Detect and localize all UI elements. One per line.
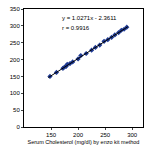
svg-text:300: 300 (10, 23, 21, 29)
svg-text:0: 0 (16, 124, 20, 130)
svg-text:r = 0.9916: r = 0.9916 (62, 25, 90, 31)
svg-text:200: 200 (10, 57, 21, 63)
svg-text:150: 150 (46, 132, 57, 138)
svg-text:250: 250 (100, 132, 111, 138)
svg-text:200: 200 (73, 132, 84, 138)
svg-text:100: 100 (10, 90, 21, 96)
svg-text:250: 250 (10, 40, 21, 46)
svg-text:300: 300 (127, 132, 138, 138)
svg-text:Serum Cholesterol (mg/dl) by e: Serum Cholesterol (mg/dl) by enzo kit me… (28, 139, 140, 145)
svg-text:150: 150 (10, 74, 21, 80)
svg-text:y = 1.0271x - 2.3611: y = 1.0271x - 2.3611 (62, 15, 117, 21)
svg-text:50: 50 (13, 107, 20, 113)
svg-text:350: 350 (10, 6, 21, 12)
